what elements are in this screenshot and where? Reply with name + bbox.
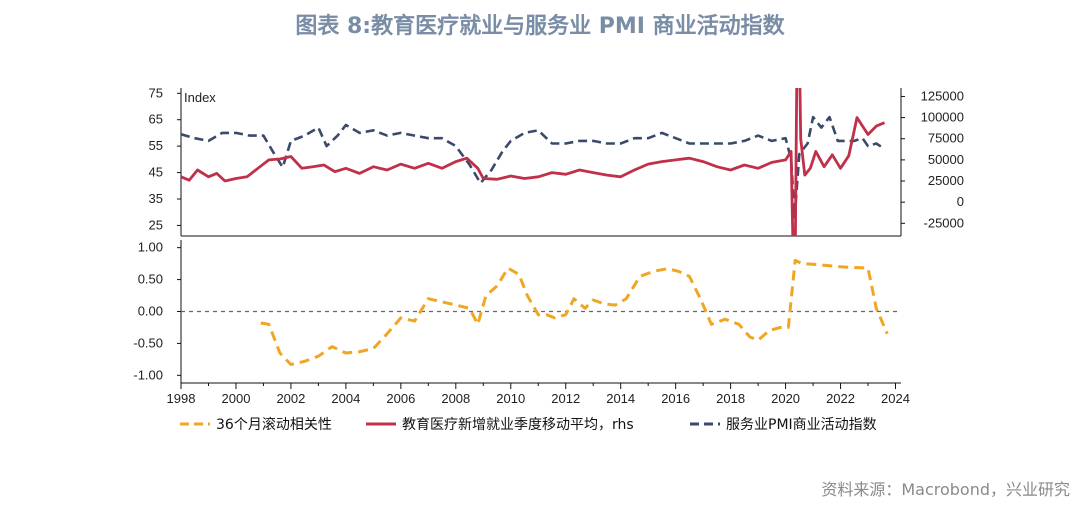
- x-tick-label: 2014: [606, 391, 635, 406]
- legend-label: 服务业PMI商业活动指数: [726, 417, 877, 433]
- bottom-y-tick-label: 0.00: [138, 304, 163, 319]
- legend: 36个月滚动相关性 教育医疗新增就业季度移动平均，rhs 服务业PMI商业活动指数: [180, 416, 877, 433]
- right-tick-label: 0: [957, 194, 964, 209]
- right-tick-label: 50000: [928, 152, 964, 167]
- x-tick-label: 2020: [771, 391, 800, 406]
- right-tick-label: 100000: [921, 110, 964, 125]
- x-tick-label: 2010: [496, 391, 525, 406]
- x-tick-label: 2002: [276, 391, 305, 406]
- left-tick-label: 55: [149, 138, 163, 153]
- x-tick-label: 2024: [881, 391, 910, 406]
- source-text: 资料来源：Macrobond，兴业研究: [821, 480, 1070, 499]
- edu-health-employment-line: [181, 88, 886, 236]
- right-tick-label: 75000: [928, 131, 964, 146]
- x-tick-label: 2008: [441, 391, 470, 406]
- x-tick-label: 2006: [386, 391, 415, 406]
- legend-label: 36个月滚动相关性: [216, 416, 332, 433]
- bottom-y-tick-label: -1.00: [133, 367, 163, 382]
- left-tick-label: 25: [149, 217, 163, 232]
- right-tick-label: 25000: [928, 173, 964, 188]
- left-tick-label: 75: [149, 85, 163, 100]
- rolling-correlation-line: [260, 258, 889, 366]
- x-tick-label: 2022: [826, 391, 855, 406]
- left-tick-label: 65: [149, 112, 163, 127]
- x-tick-label: 1998: [167, 391, 196, 406]
- x-tick-label: 2004: [331, 391, 360, 406]
- top-panel: 25 35 45 55 65 75 -25000 0 25000 50000 75000 100000…: [149, 85, 964, 237]
- left-tick-label: 35: [149, 191, 163, 206]
- x-tick-label: 2016: [661, 391, 690, 406]
- x-tick-label: 2012: [551, 391, 580, 406]
- bottom-y-tick-label: -0.50: [133, 335, 163, 350]
- x-tick-label: 2000: [222, 391, 251, 406]
- bottom-panel: -1.00 -0.50 0.00 0.50 1.00 1998 2000 2002 2004 20…: [133, 240, 910, 406]
- services-pmi-line: [181, 115, 886, 219]
- left-tick-label: 45: [149, 165, 163, 180]
- page-title: 图表 8:教育医疗就业与服务业 PMI 商业活动指数: [295, 14, 785, 39]
- right-tick-label: -25000: [924, 215, 964, 230]
- bottom-y-tick-label: 0.50: [138, 272, 163, 287]
- bottom-y-tick-label: 1.00: [138, 240, 163, 255]
- x-tick-label: 2018: [716, 391, 745, 406]
- left-axis-label: Index: [184, 90, 216, 105]
- legend-label: 教育医疗新增就业季度移动平均，rhs: [402, 417, 634, 433]
- right-tick-label: 125000: [921, 88, 964, 103]
